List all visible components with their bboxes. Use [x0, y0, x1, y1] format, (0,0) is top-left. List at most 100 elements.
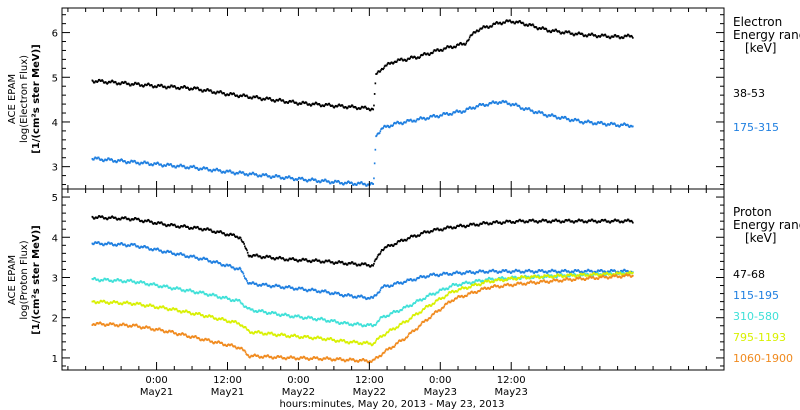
proton-data-point — [311, 358, 314, 360]
electron-data-point — [313, 103, 316, 106]
electron-data-point — [467, 108, 470, 110]
proton-data-point — [316, 318, 318, 321]
proton-data-point — [208, 339, 211, 342]
electron-data-point — [243, 173, 245, 175]
electron-data-point — [451, 112, 454, 115]
electron-data-point — [162, 165, 165, 168]
proton-data-point — [297, 335, 299, 338]
proton-data-point — [271, 331, 273, 334]
electron-data-point — [374, 148, 377, 151]
proton-data-point — [591, 218, 594, 221]
proton-data-point — [325, 338, 328, 341]
proton-data-point — [614, 270, 616, 272]
proton-data-point — [153, 329, 156, 332]
proton-data-point — [305, 288, 307, 291]
electron-data-point — [428, 117, 431, 120]
proton-data-point — [112, 216, 114, 218]
proton-data-point — [446, 271, 448, 274]
electron-data-point — [522, 107, 524, 110]
proton-data-point — [459, 271, 462, 274]
proton-data-point — [180, 311, 183, 314]
proton-data-point — [483, 270, 485, 273]
proton-data-point — [590, 219, 592, 222]
electron-data-point — [188, 166, 191, 169]
proton-data-point — [284, 334, 287, 336]
electron-data-point — [278, 175, 281, 178]
proton-data-point — [107, 302, 109, 304]
proton-data-point — [417, 312, 420, 315]
proton-data-point — [401, 308, 404, 311]
proton-data-point — [137, 245, 140, 248]
proton-data-point — [405, 305, 407, 308]
proton-data-point — [351, 294, 353, 297]
proton-data-point — [315, 258, 318, 261]
proton-data-point — [239, 301, 242, 304]
proton-data-point — [287, 259, 289, 262]
proton-data-point — [627, 270, 629, 272]
electron-data-point — [121, 159, 123, 161]
proton-data-point — [420, 311, 423, 314]
electron-data-point — [372, 108, 375, 111]
proton-data-point — [458, 225, 460, 228]
proton-data-point — [143, 304, 145, 307]
proton-data-point — [451, 274, 453, 276]
electron-data-point — [259, 97, 262, 100]
electron-data-point — [238, 96, 240, 98]
proton-data-point — [283, 314, 285, 317]
proton-data-point — [468, 224, 470, 227]
electron-data-point — [302, 177, 304, 180]
electron-data-point — [343, 182, 345, 185]
proton-data-point — [491, 222, 494, 225]
proton-data-point — [610, 271, 612, 274]
proton-data-point — [207, 338, 210, 341]
electron-data-point — [251, 97, 253, 100]
proton-data-point — [156, 284, 159, 287]
proton-data-point — [138, 218, 140, 221]
proton-data-point — [241, 271, 244, 274]
proton-data-point — [551, 274, 553, 277]
electron-data-point — [373, 177, 375, 180]
electron-data-point — [124, 161, 127, 164]
proton-data-point — [421, 309, 423, 312]
proton-data-point — [579, 274, 582, 277]
proton-data-point — [478, 224, 480, 227]
proton-data-point — [127, 301, 129, 304]
electron-data-point — [441, 113, 444, 116]
proton-data-point — [219, 230, 222, 232]
proton-data-point — [213, 230, 216, 233]
proton-data-point — [219, 262, 221, 264]
proton-data-point — [451, 284, 453, 287]
proton-data-point — [481, 222, 484, 225]
proton-data-point — [193, 255, 196, 258]
proton-data-point — [224, 264, 227, 267]
proton-data-point — [415, 278, 418, 281]
proton-data-point — [499, 221, 501, 224]
electron-data-point — [292, 177, 294, 180]
proton-data-point — [303, 356, 306, 358]
proton-data-point — [194, 313, 196, 315]
electron-data-point — [429, 53, 431, 56]
proton-data-point — [338, 292, 340, 295]
proton-data-point — [619, 272, 622, 275]
proton-data-point — [418, 276, 421, 279]
proton-data-point — [423, 308, 426, 310]
electron-data-point — [500, 101, 503, 104]
proton-data-point — [537, 274, 540, 277]
proton-data-point — [236, 236, 239, 239]
proton-data-point — [387, 331, 389, 334]
electron-data-point — [177, 86, 179, 89]
electron-data-point — [599, 35, 601, 38]
proton-data-point — [259, 255, 262, 258]
proton-data-point — [555, 218, 558, 221]
proton-data-point — [300, 259, 303, 262]
proton-data-point — [497, 277, 500, 280]
proton-data-point — [324, 289, 327, 292]
proton-data-point — [576, 220, 579, 223]
electron-data-point — [216, 167, 218, 170]
electron-data-point — [237, 172, 240, 175]
proton-data-point — [600, 220, 602, 223]
proton-data-point — [251, 282, 253, 285]
proton-data-point — [365, 263, 367, 266]
proton-data-point — [352, 324, 355, 326]
